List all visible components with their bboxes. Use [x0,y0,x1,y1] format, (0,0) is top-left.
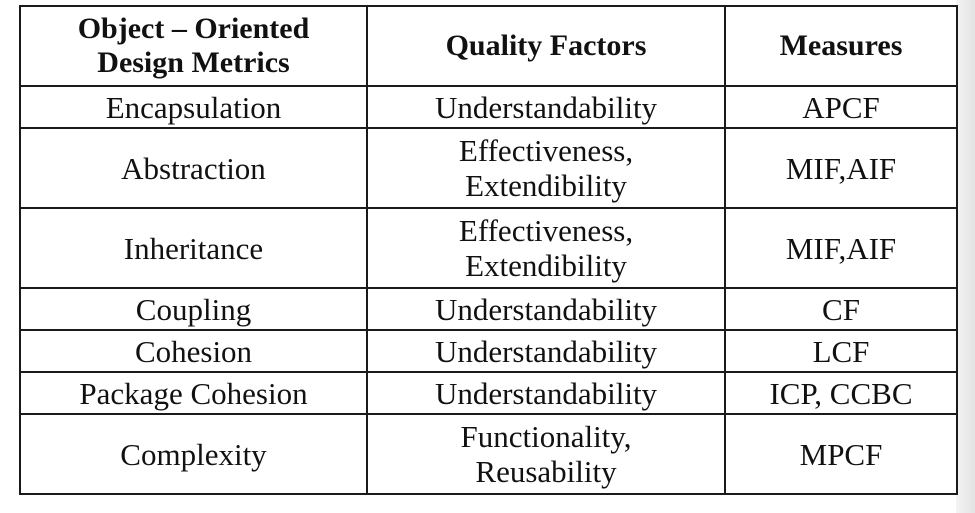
header-design-metrics-line2: Design Metrics [97,46,290,79]
quality-cell: Understandability [366,85,726,129]
quality-cell: Understandability [366,371,726,415]
quality-line: Effectiveness, [458,133,634,168]
quality-cell: Effectiveness, Extendibility [366,127,726,209]
quality-cell: Understandability [366,329,726,373]
quality-line: Understandability [434,89,658,125]
page-edge-shadow [956,0,975,513]
quality-line: Understandability [434,375,658,411]
measures-cell: CF [724,287,958,331]
table-row: Package Cohesion Understandability ICP, … [19,371,958,415]
table-row: Coupling Understandability CF [19,287,958,331]
quality-cell: Effectiveness, Extendibility [366,207,726,289]
quality-cell: Functionality, Reusability [366,413,726,495]
header-measures: Measures [724,5,958,87]
quality-line: Understandability [434,333,658,369]
measures-cell: APCF [724,85,958,129]
quality-line: Functionality, [460,419,632,454]
quality-line: Effectiveness, [458,213,634,248]
header-quality-factors: Quality Factors [366,5,726,87]
metric-cell: Cohesion [19,329,368,373]
metric-cell: Coupling [19,287,368,331]
quality-line: Reusability [475,454,617,489]
header-row: Object – Oriented Design Metrics Quality… [19,5,958,87]
quality-cell: Understandability [366,287,726,331]
table-row: Abstraction Effectiveness, Extendibility… [19,127,958,209]
measures-cell: MIF,AIF [724,207,958,289]
table-row: Encapsulation Understandability APCF [19,85,958,129]
header-design-metrics-line1: Object – Oriented [77,12,310,45]
measures-cell: LCF [724,329,958,373]
measures-cell: MPCF [724,413,958,495]
quality-line: Understandability [434,291,658,327]
measures-cell: ICP, CCBC [724,371,958,415]
metric-cell: Abstraction [19,127,368,209]
table-row: Cohesion Understandability LCF [19,329,958,373]
metric-cell: Package Cohesion [19,371,368,415]
table-row: Complexity Functionality, Reusability MP… [19,413,958,495]
measures-cell: MIF,AIF [724,127,958,209]
metric-cell: Inheritance [19,207,368,289]
header-design-metrics: Object – Oriented Design Metrics [19,5,368,87]
metric-cell: Encapsulation [19,85,368,129]
metrics-table: Object – Oriented Design Metrics Quality… [19,5,958,495]
quality-line: Extendibility [465,168,627,203]
quality-line: Extendibility [465,248,627,283]
table-row: Inheritance Effectiveness, Extendibility… [19,207,958,289]
metric-cell: Complexity [19,413,368,495]
